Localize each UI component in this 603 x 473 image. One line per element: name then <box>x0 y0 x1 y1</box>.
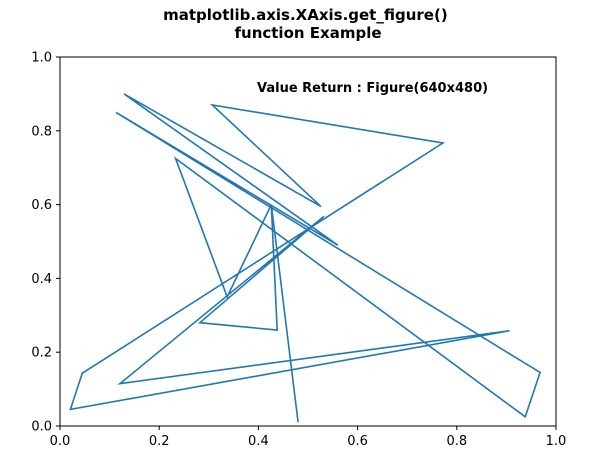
y-tick-label-1: 0.2 <box>31 346 52 361</box>
chart-title-line-1: matplotlib.axis.XAxis.get_figure() <box>163 6 448 24</box>
chart-title: matplotlib.axis.XAxis.get_figure() funct… <box>163 6 453 42</box>
x-tick-label-2: 0.4 <box>248 434 269 449</box>
x-tick-label-4: 0.8 <box>446 434 467 449</box>
x-tick-label-5: 1.0 <box>546 434 567 449</box>
y-tick-label-3: 0.6 <box>31 198 52 213</box>
x-tick-label-1: 0.2 <box>149 434 170 449</box>
y-axis: 0.0 0.2 0.4 0.6 0.8 1.0 <box>31 51 60 435</box>
x-tick-label-3: 0.6 <box>347 434 368 449</box>
annotation-text: Value Return : Figure(640x480) <box>257 81 488 96</box>
y-tick-label-5: 1.0 <box>31 51 52 66</box>
axes-frame <box>59 56 557 427</box>
chart-title-line-2: function Example <box>234 24 381 42</box>
x-axis: 0.0 0.2 0.4 0.6 0.8 1.0 <box>50 426 567 449</box>
series-line-1 <box>69 93 542 423</box>
axes-background <box>60 57 556 426</box>
plot-area: Value Return : Figure(640x480) <box>59 56 557 427</box>
y-tick-label-0: 0.0 <box>31 420 52 435</box>
y-tick-label-2: 0.4 <box>31 272 52 287</box>
y-tick-label-4: 0.8 <box>31 124 52 139</box>
series-group <box>69 93 542 423</box>
x-tick-label-0: 0.0 <box>50 434 71 449</box>
